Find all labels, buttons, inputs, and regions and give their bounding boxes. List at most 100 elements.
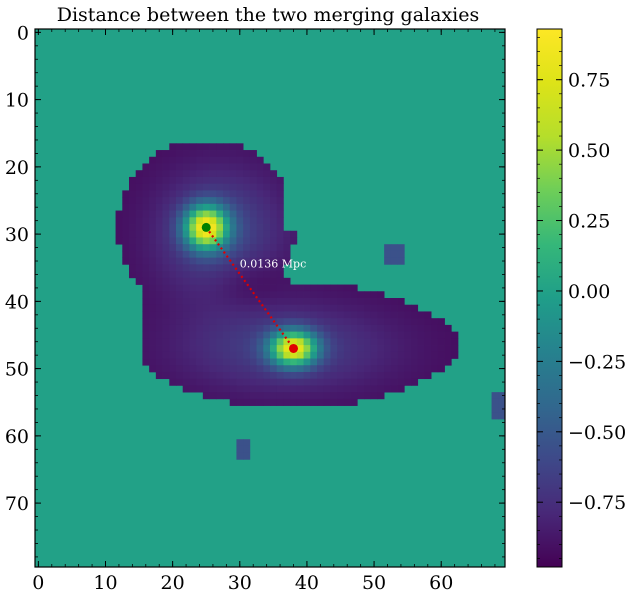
heatmap-cell [276,277,284,285]
heatmap-cell [209,324,217,332]
heatmap-cell [229,371,237,380]
heatmap-cell [155,257,163,265]
heatmap-cell [263,371,271,380]
heatmap-cell [377,338,385,346]
heatmap-cell [417,365,425,373]
heatmap-cell [189,230,197,238]
heatmap-cell [196,237,204,245]
heatmap-cell [249,298,257,306]
heatmap-cell [249,257,257,265]
heatmap-cell [236,217,244,225]
heatmap-cell [243,163,251,171]
heatmap-cell [196,271,204,279]
heatmap-cell [142,237,150,245]
heatmap-cell [276,190,284,198]
heatmap-cell [384,351,392,359]
heatmap-cell [404,365,412,373]
heatmap-cell [189,224,197,232]
heatmap-cell [397,331,405,339]
heatmap-cell [290,237,298,245]
heatmap-cell [149,197,157,205]
heatmap-cell [437,338,445,346]
heatmap-cell [343,324,351,332]
heatmap-cell [357,351,365,359]
heatmap-cell [236,156,244,164]
heatmap-cell [176,345,184,353]
heatmap-cell [169,324,177,332]
heatmap-cell [196,284,204,292]
heatmap-cell [276,392,284,400]
heatmap-cell [162,176,170,185]
heatmap-cell [276,197,284,205]
heatmap-cell [270,244,278,252]
heatmap-cell [196,338,204,346]
heatmap-cell [330,345,338,353]
heatmap-cell [162,271,170,279]
heatmap-cell [296,291,304,299]
heatmap-cell [330,311,338,319]
heatmap-cell [263,237,271,245]
heatmap-cell [223,311,231,319]
heatmap-cell [155,318,163,326]
heatmap-cell [350,378,358,386]
heatmap-cell [149,170,157,178]
heatmap-cell [189,378,197,386]
heatmap-cell [249,244,257,252]
heatmap-cell [343,351,351,359]
heatmap-cell [364,392,372,400]
heatmap-cell [357,371,365,380]
heatmap-cell [411,304,419,312]
heatmap-cell [223,331,231,339]
heatmap-cell [182,338,190,346]
heatmap-cell [390,304,398,312]
heatmap-cell [169,163,177,171]
heatmap-cell [202,351,210,359]
heatmap-cell [249,304,257,312]
heatmap-cell [296,304,304,312]
heatmap-cell [149,217,157,225]
heatmap-cell [236,398,244,406]
heatmap-cell [229,237,237,245]
heatmap-cell [317,298,325,306]
heatmap-cell [243,338,251,346]
heatmap-cell [303,318,311,326]
heatmap-cell [223,257,231,265]
heatmap-cell [243,257,251,265]
heatmap-cell [243,230,251,238]
heatmap-cell [364,304,372,312]
heatmap-cell [142,277,150,285]
heatmap-cell [223,378,231,386]
heatmap-cell [196,244,204,252]
heatmap-cell [189,351,197,359]
heatmap-cell [296,351,304,359]
heatmap-cell [337,284,345,292]
heatmap-cell [404,324,412,332]
heatmap-cell [209,298,217,306]
heatmap-cell [142,250,150,258]
heatmap-cell [276,250,284,258]
heatmap-cell [243,203,251,211]
heatmap-cell [256,176,264,185]
heatmap-cell [256,271,264,279]
heatmap-cell [142,284,150,292]
heatmap-cell [256,291,264,299]
heatmap-cell [390,345,398,353]
heatmap-cell [223,358,231,366]
heatmap-cell [223,385,231,393]
heatmap-cell [182,351,190,359]
heatmap-cell [236,210,244,218]
heatmap-cell [182,385,190,393]
heatmap-cell [216,284,224,292]
heatmap-cell [189,264,197,272]
heatmap-cell [437,324,445,332]
heatmap-cell [169,197,177,205]
heatmap-cell [209,291,217,299]
heatmap-cell [155,371,163,380]
heatmap-cell [209,358,217,366]
heatmap-cell [189,197,197,205]
heatmap-cell [296,298,304,306]
heatmap-cell [270,277,278,285]
heatmap-cell [384,365,392,373]
heatmap-cell [397,250,405,258]
heatmap-cell [149,311,157,319]
